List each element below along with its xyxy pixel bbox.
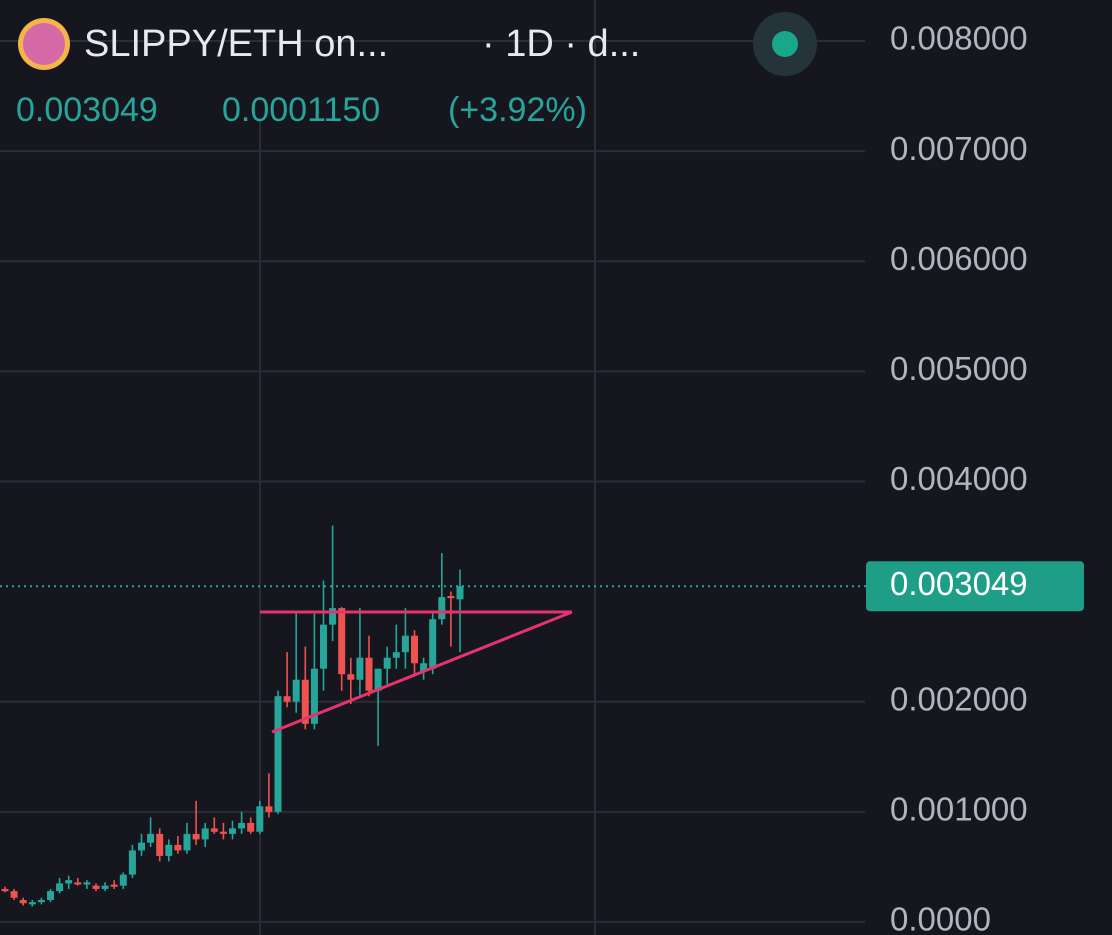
candle-body	[19, 899, 27, 904]
candle-body	[274, 696, 282, 812]
candle-body	[447, 596, 455, 599]
candle-body	[301, 679, 309, 724]
candle-body	[310, 668, 318, 724]
candle-body	[1, 888, 9, 892]
candle-body	[210, 828, 218, 832]
y-tick-label: 0.004000	[890, 460, 1028, 497]
y-tick-label: 0.002000	[890, 680, 1028, 717]
token-logo-inner	[23, 23, 65, 65]
candle-body	[420, 663, 428, 671]
candle-body	[74, 882, 82, 885]
y-tick-label: 0.001000	[890, 791, 1028, 828]
chart-title: SLIPPY/ETH on...	[84, 23, 388, 65]
candle-body	[401, 635, 409, 653]
candle-body	[156, 833, 164, 856]
candle-body	[201, 828, 209, 840]
interval: · 1D · d...	[482, 23, 640, 65]
price-change-pct: (+3.92%)	[448, 91, 587, 129]
candle-body	[320, 624, 327, 669]
candle-body	[37, 899, 45, 903]
y-tick-label: 0.0000	[890, 901, 991, 935]
candles	[1, 525, 464, 907]
candle-body	[347, 674, 355, 680]
trend-line	[271, 610, 573, 734]
candle-body	[365, 657, 373, 691]
candle-body	[28, 902, 36, 905]
candle-body	[174, 844, 182, 851]
candle-body	[92, 885, 100, 889]
candle-body	[456, 586, 464, 600]
candle-body	[283, 696, 291, 702]
candle-body	[128, 850, 136, 875]
candle-body	[292, 679, 300, 702]
candle-body	[110, 884, 118, 887]
candle-body	[438, 597, 446, 620]
candle-body	[411, 635, 418, 664]
candle-body	[65, 880, 73, 884]
candle-body	[183, 833, 191, 851]
last-price-box	[866, 561, 1084, 612]
candle-body	[119, 874, 127, 886]
triangle-drawing	[260, 610, 573, 734]
candle-body	[429, 619, 437, 669]
candle-body	[383, 657, 391, 669]
candle-body	[192, 833, 200, 840]
last-price-label: 0.003049	[890, 565, 1028, 602]
candle-body	[329, 608, 337, 625]
candle-body	[256, 806, 264, 832]
grid: 0.0000 0.001000 0.002000 0.004000 0.005000 0.…	[0, 20, 1028, 935]
candle-body	[47, 891, 54, 900]
candle-body	[10, 891, 18, 898]
candle-body	[165, 844, 173, 856]
candle-body	[56, 883, 64, 892]
overlay: 0.003049	[0, 561, 1084, 612]
candle-body	[265, 806, 273, 812]
price-change: 0.0001150	[222, 91, 380, 129]
y-tick-label: 0.007000	[890, 130, 1028, 167]
candle-body	[147, 833, 155, 843]
status-dot	[772, 31, 798, 57]
candle-body	[219, 831, 227, 834]
candle-body	[247, 822, 255, 832]
y-tick-label: 0.005000	[890, 350, 1028, 387]
candle-body	[392, 652, 400, 658]
candle-body	[101, 885, 109, 889]
y-tick-label: 0.008000	[890, 20, 1028, 57]
candle-body	[83, 882, 91, 885]
y-tick-label: 0.006000	[890, 240, 1028, 277]
candle-body	[338, 608, 346, 675]
candle-body	[238, 822, 246, 829]
candle-body	[374, 668, 382, 691]
candle-body	[229, 828, 236, 834]
candle-body	[138, 842, 145, 851]
candle-body	[356, 657, 364, 680]
last-price: 0.003049	[16, 91, 158, 129]
